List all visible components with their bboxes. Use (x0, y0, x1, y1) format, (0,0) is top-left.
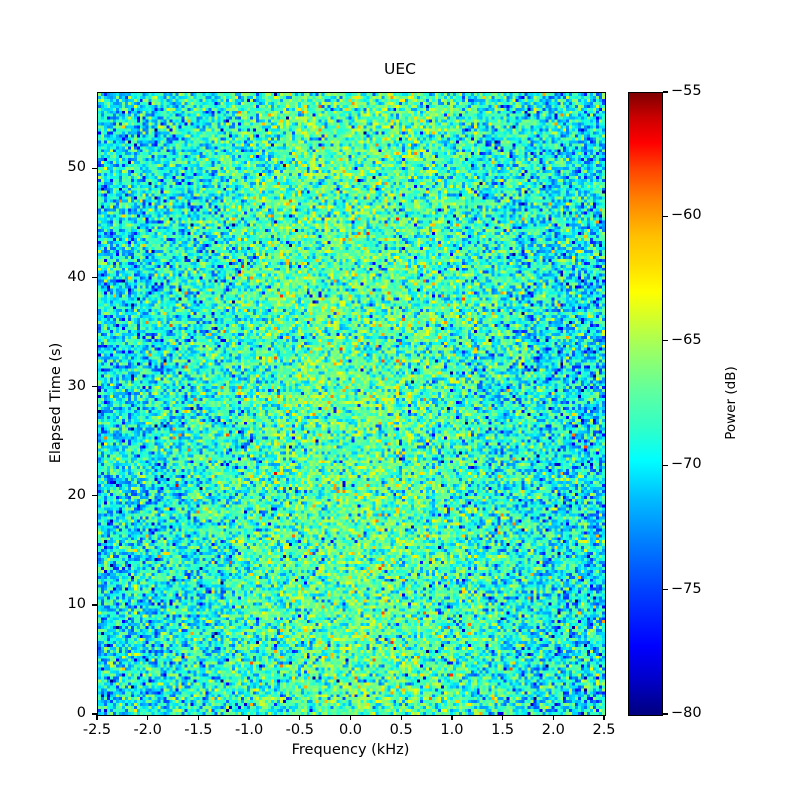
y-tick (92, 604, 97, 606)
y-tick-label: 10 (67, 595, 86, 612)
y-tick-label: 50 (67, 159, 86, 176)
spectrogram-heatmap (98, 93, 605, 715)
x-tick (349, 715, 352, 720)
x-tick (501, 715, 504, 720)
colorbar-tick (663, 713, 668, 715)
y-tick-label: 20 (67, 486, 86, 503)
colorbar-tick (663, 588, 668, 591)
x-tick (248, 715, 250, 720)
x-tick (299, 715, 301, 720)
colorbar-tick (663, 215, 668, 218)
colorbar-tick-label: −55 (671, 83, 702, 99)
x-tick (147, 715, 149, 720)
x-tick-label: 1.0 (440, 722, 464, 738)
x-tick (603, 715, 605, 720)
y-tick (92, 713, 97, 715)
title-line-station: UEC (384, 60, 416, 78)
colorbar-tick (663, 340, 668, 342)
colorbar-tick-label: −75 (671, 580, 702, 597)
colorbar-tick-label: −65 (671, 331, 702, 348)
colorbar-label: Power (dB) (723, 366, 739, 440)
y-tick (92, 167, 97, 170)
x-tick-label: 1.5 (491, 722, 515, 738)
x-tick (451, 715, 453, 720)
colorbar-tick-label: −60 (671, 207, 702, 224)
colorbar-tick-label: −70 (671, 456, 702, 473)
x-tick-label: 2.5 (592, 722, 616, 738)
plot-area (97, 92, 606, 716)
x-tick (96, 715, 98, 720)
x-tick-label: 0.0 (338, 722, 363, 738)
y-tick-label: 30 (67, 377, 86, 394)
x-tick-label: -0.5 (285, 722, 314, 738)
x-tick-label: -1.5 (184, 722, 213, 738)
x-tick-label: 2.0 (541, 722, 565, 738)
x-tick (552, 715, 554, 720)
y-tick (92, 276, 97, 279)
colorbar-tick (663, 464, 668, 466)
y-tick-label: 40 (67, 268, 86, 285)
colorbar-tick (663, 91, 668, 93)
x-tick (400, 715, 402, 720)
x-tick-label: -1.0 (234, 722, 264, 738)
colorbar-tick-label: −80 (671, 705, 702, 721)
y-tick (92, 385, 97, 388)
y-tick-label: 0 (76, 705, 86, 721)
x-tick-label: -2.5 (82, 722, 112, 738)
colorbar (628, 92, 663, 716)
y-tick (92, 495, 97, 497)
x-axis-label: Frequency (kHz) (291, 742, 410, 758)
x-tick (197, 715, 200, 720)
x-tick-label: 0.5 (389, 722, 413, 738)
y-axis-label: Elapsed Time (s) (48, 342, 64, 464)
x-tick-label: -2.0 (133, 722, 162, 738)
